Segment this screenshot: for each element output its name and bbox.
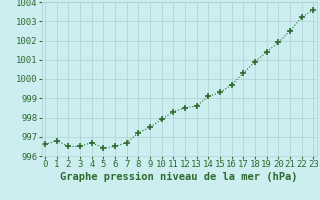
X-axis label: Graphe pression niveau de la mer (hPa): Graphe pression niveau de la mer (hPa) <box>60 172 298 182</box>
